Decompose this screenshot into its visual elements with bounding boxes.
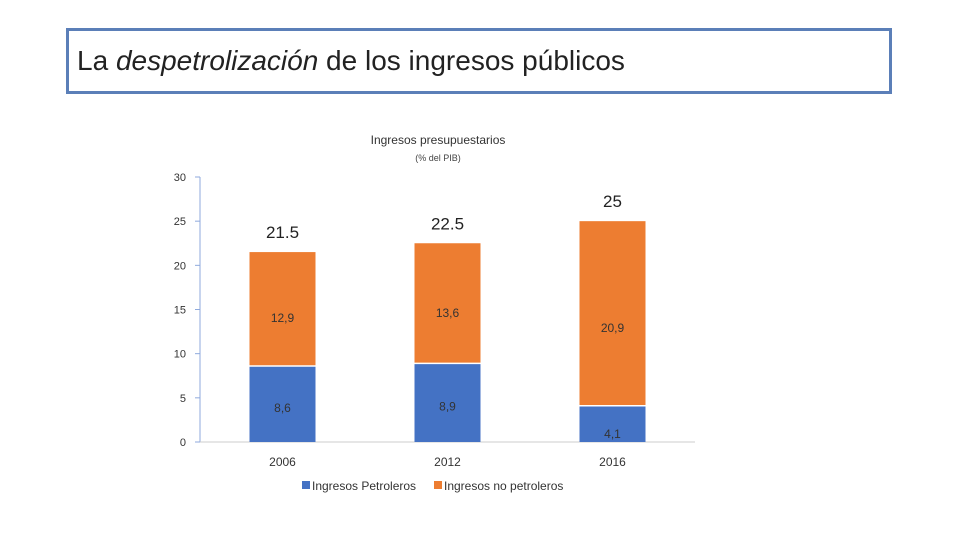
title-italic: despetrolización	[115, 45, 319, 76]
legend-swatch	[302, 481, 310, 489]
data-label: 4,1	[604, 427, 621, 441]
title-suffix: de los ingresos públicos	[318, 45, 625, 76]
title-prefix: La	[77, 45, 116, 76]
x-tick-label: 2006	[269, 455, 296, 469]
legend-label: Ingresos Petroleros	[312, 479, 416, 493]
bar-segment	[579, 221, 646, 406]
x-tick-label: 2016	[599, 455, 626, 469]
y-tick-label: 5	[180, 393, 186, 405]
y-tick-label: 0	[180, 437, 186, 449]
data-label: 20,9	[601, 321, 625, 335]
bar-segment	[414, 243, 481, 364]
legend-label: Ingresos no petroleros	[444, 479, 563, 493]
slide-title-box: La despetrolización de los ingresos públ…	[66, 28, 892, 94]
y-tick-label: 25	[174, 216, 186, 228]
slide-title: La despetrolización de los ingresos públ…	[77, 45, 625, 77]
bar-segment	[249, 366, 316, 442]
bar-segment	[249, 252, 316, 367]
data-label: 13,6	[436, 306, 460, 320]
total-label: 22.5	[431, 214, 464, 233]
total-label: 25	[603, 192, 622, 211]
y-tick-label: 15	[174, 305, 186, 317]
legend-swatch	[434, 481, 442, 489]
total-label: 21.5	[266, 223, 299, 242]
y-tick-label: 20	[174, 260, 186, 272]
y-tick-label: 10	[174, 349, 186, 361]
data-label: 8,9	[439, 400, 456, 414]
chart-title: Ingresos presupuestarios	[371, 133, 506, 147]
x-tick-label: 2012	[434, 455, 461, 469]
bar-segment	[414, 363, 481, 442]
chart-subtitle: (% del PIB)	[415, 153, 461, 163]
bar-segment	[579, 405, 646, 442]
data-label: 12,9	[271, 311, 295, 325]
data-label: 8,6	[274, 401, 291, 415]
y-tick-label: 30	[174, 172, 186, 184]
